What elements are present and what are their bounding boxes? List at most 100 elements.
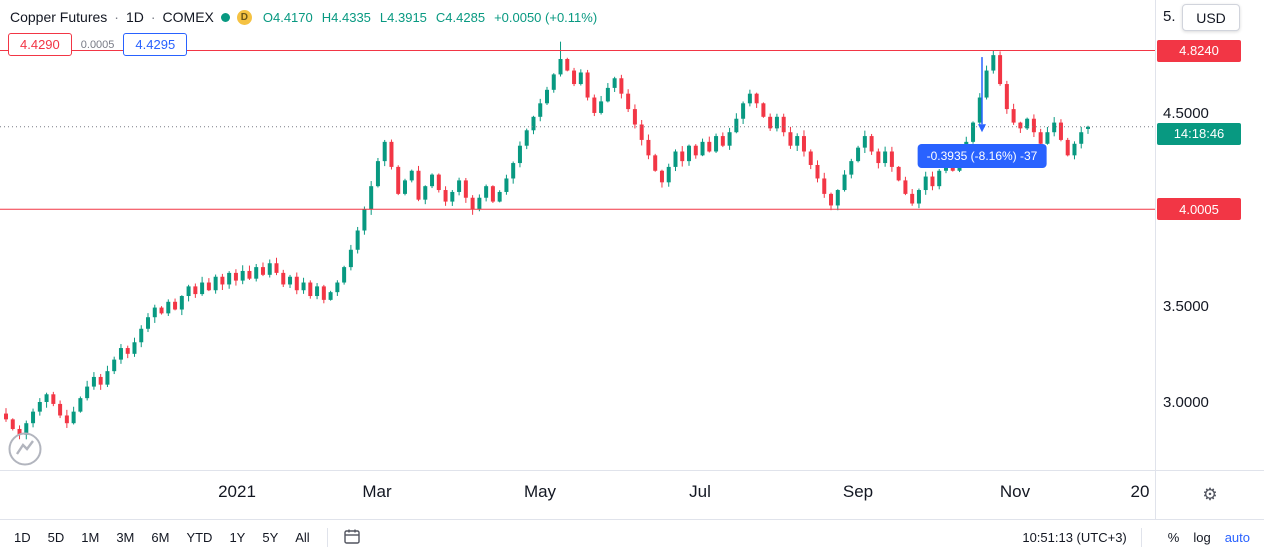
range-button-3m[interactable]: 3M bbox=[116, 529, 135, 545]
range-button-5y[interactable]: 5Y bbox=[262, 529, 279, 545]
candle-body bbox=[348, 249, 353, 268]
candle-body bbox=[294, 276, 299, 291]
axis-settings-cell: ⚙ bbox=[1156, 471, 1264, 519]
log-scale-button[interactable]: log bbox=[1193, 529, 1211, 545]
candle-body bbox=[565, 58, 570, 71]
chart-canvas[interactable] bbox=[0, 0, 1155, 470]
chart-plot-area[interactable]: Copper Futures · 1D · COMEX D O4.4170 H4.… bbox=[0, 0, 1155, 470]
range-button-1y[interactable]: 1Y bbox=[229, 529, 246, 545]
candle-body bbox=[220, 276, 225, 285]
candle-body bbox=[247, 270, 252, 279]
candle-body bbox=[876, 151, 881, 164]
candle-body bbox=[896, 166, 901, 181]
sell-price-button[interactable]: 4.4290 bbox=[8, 33, 72, 56]
candle-body bbox=[1058, 122, 1063, 140]
time-axis-label: Sep bbox=[842, 482, 874, 501]
candle-body bbox=[85, 386, 90, 399]
range-button-1d[interactable]: 1D bbox=[14, 529, 31, 545]
candle-body bbox=[240, 270, 245, 281]
candle-body bbox=[37, 402, 42, 412]
candle-body bbox=[470, 197, 475, 210]
candle-body bbox=[680, 151, 685, 162]
candle-body bbox=[659, 170, 664, 183]
candle-body bbox=[1052, 122, 1057, 133]
candle-body bbox=[301, 282, 306, 291]
candle-body bbox=[889, 151, 894, 167]
candle-body bbox=[132, 342, 137, 354]
candle-body bbox=[612, 78, 617, 88]
candle-body bbox=[673, 151, 678, 167]
candle-body bbox=[58, 403, 63, 416]
delayed-data-icon[interactable]: D bbox=[236, 9, 252, 25]
percent-scale-button[interactable]: % bbox=[1167, 529, 1180, 545]
market-status-icon[interactable] bbox=[220, 12, 230, 22]
clock-timezone-button[interactable]: 10:51:13 (UTC+3) bbox=[1022, 529, 1127, 545]
interval-label[interactable]: 1D bbox=[125, 9, 144, 25]
price-axis[interactable]: 5. USD 4.5000 3.5000 3.0000 4.8240 4.0005 14:… bbox=[1156, 0, 1264, 470]
candle-body bbox=[362, 209, 367, 231]
measure-arrowhead-icon bbox=[978, 124, 986, 133]
candle-body bbox=[714, 136, 719, 152]
candle-body bbox=[531, 116, 536, 131]
candle-body bbox=[308, 282, 313, 297]
go-to-date-icon[interactable] bbox=[342, 527, 362, 547]
candle-body bbox=[626, 93, 631, 110]
candle-body bbox=[31, 411, 36, 424]
candle-body bbox=[545, 89, 549, 104]
candle-body bbox=[159, 307, 164, 314]
candle-body bbox=[829, 193, 834, 206]
candle-body bbox=[436, 174, 441, 191]
range-button-1m[interactable]: 1M bbox=[81, 529, 100, 545]
candle-body bbox=[342, 267, 347, 283]
candle-body bbox=[646, 139, 651, 156]
candle-body bbox=[930, 176, 935, 187]
candle-body bbox=[10, 419, 15, 429]
candle-body bbox=[254, 267, 259, 279]
candle-body bbox=[707, 141, 712, 152]
auto-scale-button[interactable]: auto bbox=[1224, 529, 1250, 545]
candle-body bbox=[585, 72, 590, 98]
candle-body bbox=[1011, 109, 1016, 123]
symbol-name[interactable]: Copper Futures bbox=[10, 9, 108, 25]
time-axis-label: Mar bbox=[362, 482, 392, 501]
separator-dot: · bbox=[114, 9, 119, 25]
candle-body bbox=[822, 178, 827, 194]
candle-body bbox=[856, 147, 861, 162]
candle-body bbox=[44, 394, 49, 402]
candle-body bbox=[734, 118, 739, 133]
exchange-label[interactable]: COMEX bbox=[162, 9, 214, 25]
candle-body bbox=[971, 122, 976, 142]
candle-body bbox=[815, 164, 820, 179]
candle-body bbox=[504, 178, 509, 192]
candle-body bbox=[835, 190, 840, 206]
candle-body bbox=[741, 103, 746, 119]
range-button-5d[interactable]: 5D bbox=[47, 529, 65, 545]
candle-body bbox=[578, 72, 583, 85]
gear-icon[interactable]: ⚙ bbox=[1202, 485, 1218, 504]
candle-body bbox=[4, 413, 8, 420]
candle-body bbox=[984, 70, 989, 98]
ohlc-values: O4.4170 H4.4335 L4.3915 C4.4285 +0.0050 (+0.… bbox=[263, 10, 597, 25]
range-button-6m[interactable]: 6M bbox=[151, 529, 170, 545]
buy-price-button[interactable]: 4.4295 bbox=[123, 33, 188, 56]
candle-body bbox=[152, 307, 157, 318]
time-axis[interactable]: 2021 Mar May Jul Sep Nov 20 bbox=[0, 471, 1155, 519]
candle-body bbox=[166, 301, 171, 314]
currency-button[interactable]: USD bbox=[1182, 4, 1240, 31]
time-axis-label: Jul bbox=[689, 482, 711, 501]
ohlc-item: O4.4170 bbox=[262, 9, 313, 25]
ohlc-item: +0.0050 (+0.11%) bbox=[494, 9, 598, 25]
range-button-ytd[interactable]: YTD bbox=[186, 529, 213, 545]
candle-body bbox=[274, 263, 279, 273]
candle-body bbox=[179, 296, 184, 310]
measure-tool-label[interactable]: -0.3935 (-8.16%) -37 bbox=[917, 144, 1047, 169]
candle-body bbox=[1079, 132, 1084, 144]
candle-body bbox=[497, 191, 502, 202]
tradingview-logo[interactable] bbox=[6, 430, 44, 468]
range-button-all[interactable]: All bbox=[295, 529, 310, 545]
candle-body bbox=[619, 78, 624, 94]
candle-body bbox=[653, 155, 658, 171]
candle-body bbox=[477, 197, 482, 210]
price-level-badge: 4.8240 bbox=[1157, 39, 1241, 62]
candle-body bbox=[105, 371, 110, 385]
